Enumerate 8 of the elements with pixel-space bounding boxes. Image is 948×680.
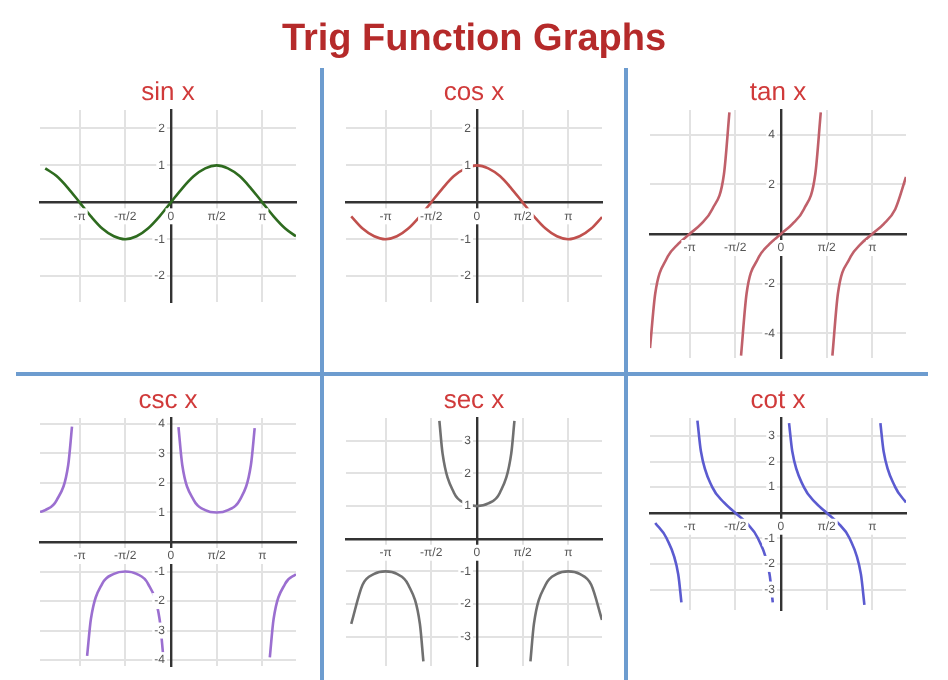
chart-title: csc x	[138, 384, 198, 414]
chart-title: cot x	[750, 384, 806, 414]
chart-title: sin x	[141, 76, 195, 106]
chart-title: sec x	[443, 384, 505, 414]
text: Trig Function Graphs	[279, 16, 669, 64]
chart-title: tan x	[749, 76, 807, 106]
chart-title: cos x	[443, 76, 505, 106]
line-series	[43, 164, 296, 241]
